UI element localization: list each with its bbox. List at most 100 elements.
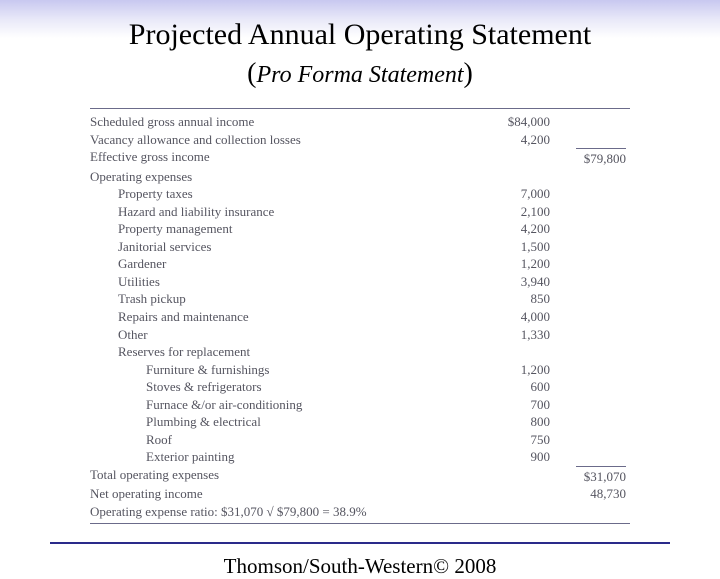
table-row: Net operating income 48,730 (90, 485, 630, 503)
table-row: Utilities3,940 (90, 273, 630, 291)
table-row: Property taxes7,000 (90, 185, 630, 203)
row-col2 (560, 203, 630, 221)
row-col2 (560, 431, 630, 449)
row-col2: $31,070 (560, 466, 630, 486)
table-row: Janitorial services1,500 (90, 238, 630, 256)
table-row: Scheduled gross annual income$84,000 (90, 113, 630, 131)
table-row: Trash pickup850 (90, 290, 630, 308)
row-col2 (560, 185, 630, 203)
row-col2: 48,730 (560, 485, 630, 503)
row-label: Furniture & furnishings (90, 361, 490, 379)
table-row: Reserves for replacement (90, 343, 630, 361)
table-row: Effective gross income $79,800 (90, 148, 630, 168)
row-col1: 600 (490, 378, 560, 396)
row-col2 (560, 168, 630, 186)
row-col1: 3,940 (490, 273, 560, 291)
row-label: Trash pickup (90, 290, 490, 308)
row-col2 (560, 448, 630, 466)
table-row: Other1,330 (90, 326, 630, 344)
row-label: Operating expenses (90, 168, 490, 186)
row-col1: 800 (490, 413, 560, 431)
row-label: Roof (90, 431, 490, 449)
footer-text: Thomson/South-Western© 2008 (0, 554, 720, 579)
table-row: Vacancy allowance and collection losses4… (90, 131, 630, 149)
row-label: Stoves & refrigerators (90, 378, 490, 396)
subtitle-text: Pro Forma Statement (256, 62, 463, 88)
row-label: Property taxes (90, 185, 490, 203)
row-label: Janitorial services (90, 238, 490, 256)
table-row: Furnace &/or air-conditioning700 (90, 396, 630, 414)
row-col2 (560, 131, 630, 149)
row-col1: $84,000 (490, 113, 560, 131)
page-title: Projected Annual Operating Statement (0, 18, 720, 52)
row-label: Net operating income (90, 485, 490, 503)
row-col2 (560, 238, 630, 256)
table-bottom-rule (90, 523, 630, 524)
row-col2 (560, 343, 630, 361)
row-col1: 4,200 (490, 131, 560, 149)
table-row: Plumbing & electrical800 (90, 413, 630, 431)
paren-close: ) (464, 58, 473, 89)
row-col2 (560, 273, 630, 291)
row-col1: 4,000 (490, 308, 560, 326)
table-row: Furniture & furnishings1,200 (90, 361, 630, 379)
row-col1: 700 (490, 396, 560, 414)
row-col1 (490, 466, 560, 486)
row-col1: 2,100 (490, 203, 560, 221)
row-label: Hazard and liability insurance (90, 203, 490, 221)
row-col2 (560, 290, 630, 308)
row-col1 (490, 343, 560, 361)
row-label: Reserves for replacement (90, 343, 490, 361)
row-col2 (560, 378, 630, 396)
table-row: Gardener1,200 (90, 255, 630, 273)
row-label: Operating expense ratio: $31,070 √ $79,8… (90, 503, 490, 521)
table-row: Roof750 (90, 431, 630, 449)
row-label: Scheduled gross annual income (90, 113, 490, 131)
row-col1: 1,330 (490, 326, 560, 344)
row-col2 (560, 308, 630, 326)
row-col2 (560, 503, 630, 521)
row-col1 (490, 485, 560, 503)
slide-content: Projected Annual Operating Statement (Pr… (0, 0, 720, 579)
footer-divider (50, 542, 670, 544)
row-col1: 4,200 (490, 220, 560, 238)
row-col2: $79,800 (560, 148, 630, 168)
row-col1: 1,500 (490, 238, 560, 256)
table-row: Stoves & refrigerators600 (90, 378, 630, 396)
row-col1: 7,000 (490, 185, 560, 203)
row-col2 (560, 255, 630, 273)
table-row: Exterior painting900 (90, 448, 630, 466)
row-col2 (560, 361, 630, 379)
row-col1: 850 (490, 290, 560, 308)
table-row: Repairs and maintenance4,000 (90, 308, 630, 326)
row-label: Exterior painting (90, 448, 490, 466)
row-col2 (560, 326, 630, 344)
row-col2 (560, 413, 630, 431)
row-col1 (490, 168, 560, 186)
row-col2 (560, 113, 630, 131)
row-label: Utilities (90, 273, 490, 291)
row-label: Effective gross income (90, 148, 490, 168)
row-label: Repairs and maintenance (90, 308, 490, 326)
table-row: Property management4,200 (90, 220, 630, 238)
row-label: Other (90, 326, 490, 344)
row-label: Total operating expenses (90, 466, 490, 486)
row-col1 (490, 148, 560, 168)
row-label: Furnace &/or air-conditioning (90, 396, 490, 414)
table-row: Operating expenses (90, 168, 630, 186)
row-label: Property management (90, 220, 490, 238)
row-col1: 750 (490, 431, 560, 449)
row-col1 (490, 503, 560, 521)
row-label: Gardener (90, 255, 490, 273)
row-col1: 1,200 (490, 255, 560, 273)
table-row: Operating expense ratio: $31,070 √ $79,8… (90, 503, 630, 521)
row-label: Vacancy allowance and collection losses (90, 131, 490, 149)
row-col2 (560, 220, 630, 238)
row-col1: 1,200 (490, 361, 560, 379)
table-row: Hazard and liability insurance2,100 (90, 203, 630, 221)
row-col2 (560, 396, 630, 414)
row-label: Plumbing & electrical (90, 413, 490, 431)
table-row: Total operating expenses $31,070 (90, 466, 630, 486)
operating-statement-table: Scheduled gross annual income$84,000Vaca… (90, 108, 630, 524)
row-col1: 900 (490, 448, 560, 466)
